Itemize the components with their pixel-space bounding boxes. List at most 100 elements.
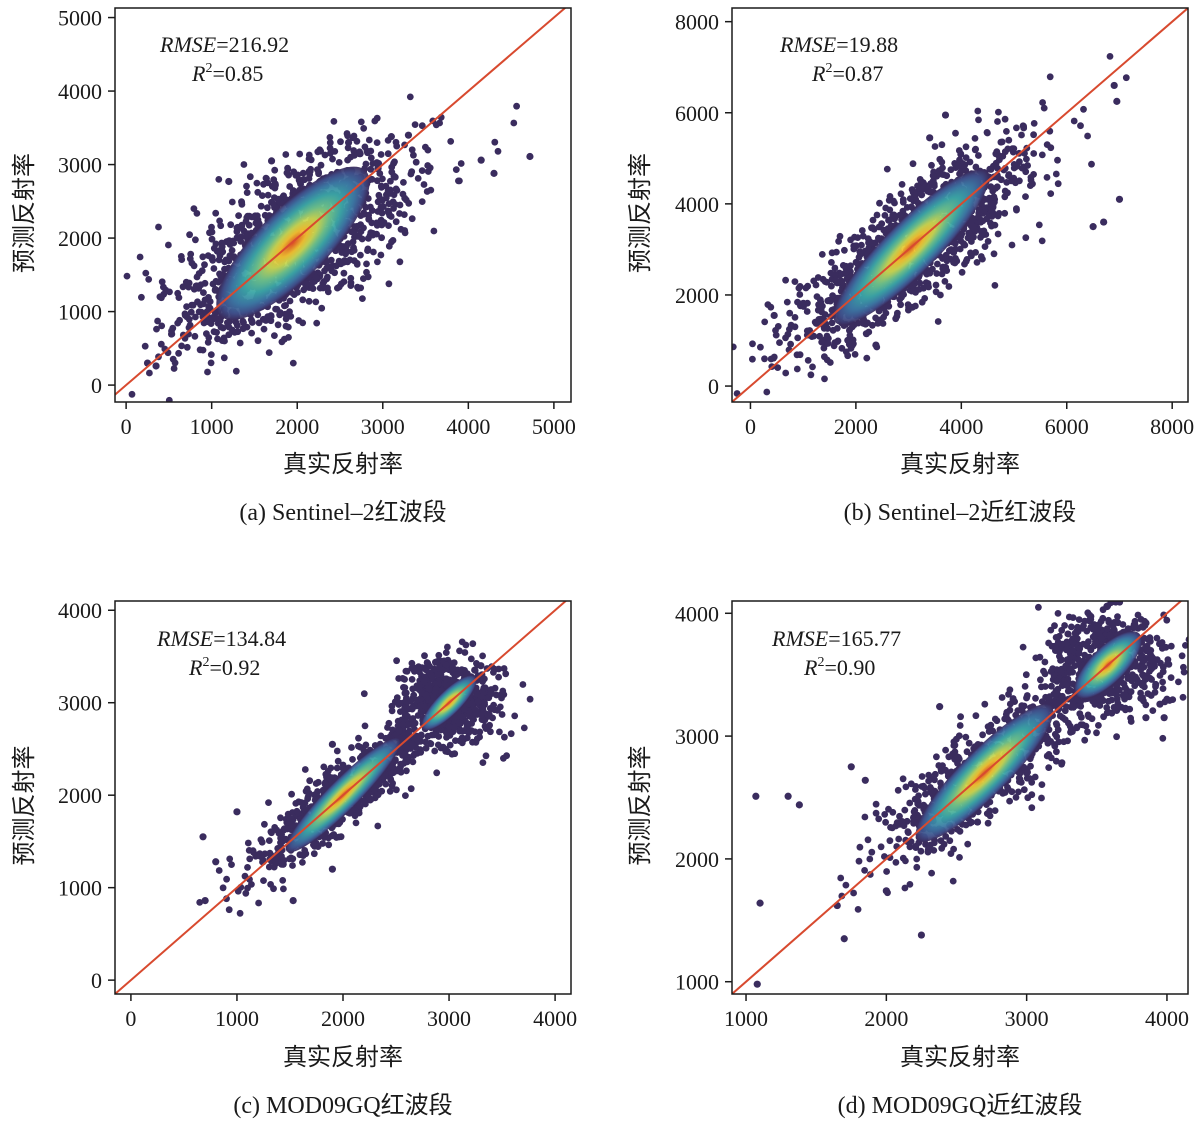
scatter-point — [998, 138, 1006, 146]
scatter-point — [1023, 155, 1030, 163]
scatter-point — [207, 351, 215, 358]
scatter-point — [228, 326, 236, 334]
scatter-point — [260, 877, 267, 884]
scatter-point — [1019, 643, 1027, 651]
y-tick-label: 1000 — [58, 300, 102, 325]
scatter-point — [411, 750, 419, 758]
scatter-point — [1038, 237, 1046, 245]
scatter-point — [255, 219, 263, 227]
scatter-point — [451, 723, 458, 731]
scatter-point — [1054, 156, 1061, 164]
scatter-point — [243, 214, 251, 222]
scatter-point — [326, 139, 334, 147]
scatter-point — [810, 332, 818, 340]
scatter-point — [856, 843, 864, 851]
y-tick-label: 3000 — [58, 153, 102, 178]
scatter-point — [104, 346, 111, 353]
scatter-point — [761, 318, 769, 326]
scatter-point — [831, 264, 839, 272]
scatter-point — [1001, 115, 1009, 123]
scatter-point — [310, 850, 318, 858]
scatter-point — [938, 158, 946, 166]
scatter-point — [918, 191, 925, 199]
scatter-point — [449, 664, 457, 672]
scatter-point — [256, 852, 263, 860]
scatter-point — [273, 305, 281, 313]
outlier-point — [404, 131, 413, 139]
scatter-point — [270, 176, 278, 184]
scatter-point — [243, 182, 250, 190]
scatter-point — [399, 675, 407, 682]
scatter-point — [328, 267, 336, 275]
scatter-point — [807, 371, 815, 379]
scatter-point — [984, 129, 991, 137]
outlier-point — [941, 111, 950, 119]
scatter-point — [272, 181, 279, 189]
scatter-point — [312, 780, 320, 787]
scatter-point — [831, 276, 839, 284]
scatter-point — [302, 850, 310, 858]
scatter-point — [898, 181, 906, 188]
scatter-point — [421, 652, 428, 660]
scatter-point — [333, 747, 341, 755]
scatter-point — [786, 325, 793, 333]
scatter-point — [990, 193, 998, 201]
scatter-point — [289, 862, 296, 869]
scatter-point — [227, 221, 235, 229]
scatter-point — [410, 151, 417, 159]
scatter-point — [494, 147, 502, 155]
scatter-point — [934, 260, 941, 268]
scatter-point — [435, 733, 443, 740]
scatter-point — [804, 299, 811, 307]
scatter-point — [422, 744, 430, 752]
scatter-point — [749, 340, 756, 348]
scatter-point — [945, 283, 953, 290]
scatter-point — [350, 247, 358, 254]
scatter-point — [1153, 634, 1161, 642]
scatter-point — [360, 224, 367, 232]
scatter-point — [453, 671, 461, 678]
scatter-point — [966, 158, 974, 166]
scatter-point — [246, 173, 254, 181]
scatter-point — [1010, 145, 1018, 153]
outlier-point — [770, 311, 778, 320]
outlier-point — [225, 177, 233, 186]
y-tick-label: 8000 — [675, 10, 719, 35]
scatter-point — [465, 700, 473, 708]
scatter-point — [286, 308, 293, 316]
scatter-point — [208, 223, 215, 231]
scatter-point — [239, 325, 247, 333]
x-tick-label: 0 — [745, 414, 756, 439]
scatter-point — [1005, 136, 1013, 144]
scatter-point — [886, 837, 894, 845]
scatter-point — [145, 276, 153, 283]
scatter-point — [361, 722, 369, 730]
scatter-point — [995, 108, 1002, 116]
scatter-point — [987, 166, 995, 173]
scatter-point — [476, 728, 484, 736]
panel-b: 0 2000 4000 6000 800002000400060008000真实反射率预… — [627, 7, 1194, 526]
scatter-point — [481, 699, 488, 706]
scatter-point — [215, 176, 223, 183]
scatter-point — [160, 283, 167, 291]
scatter-point — [356, 150, 363, 158]
scatter-point — [207, 359, 215, 367]
scatter-point — [918, 298, 926, 306]
scatter-point — [286, 297, 294, 305]
scatter-point — [1024, 162, 1031, 169]
scatter-point — [223, 875, 231, 883]
scatter-point — [477, 711, 485, 719]
scatter-point — [138, 293, 145, 301]
scatter-point — [393, 657, 400, 665]
scatter-point — [417, 748, 425, 756]
scatter-point — [829, 326, 837, 334]
scatter-point — [1024, 794, 1032, 802]
scatter-point — [1113, 733, 1120, 741]
scatter-point — [906, 881, 914, 888]
scatter-point — [883, 165, 891, 173]
x-tick-label: 0 — [121, 414, 132, 439]
scatter-point — [1058, 759, 1066, 767]
scatter-point — [357, 118, 365, 126]
scatter-point — [783, 298, 791, 306]
scatter-point — [442, 748, 450, 755]
